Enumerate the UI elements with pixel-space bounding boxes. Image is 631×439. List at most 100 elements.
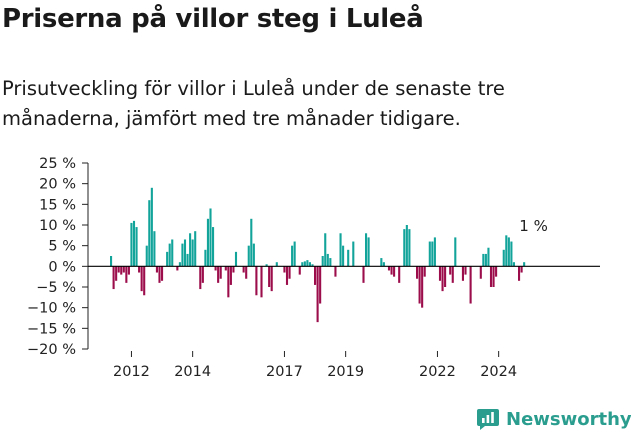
bar — [186, 253, 189, 267]
bar — [199, 266, 202, 290]
bar — [492, 266, 495, 287]
bar — [469, 266, 472, 304]
bar — [303, 261, 306, 267]
x-tick-label: 2017 — [266, 364, 303, 380]
bar — [347, 249, 350, 267]
bar — [365, 233, 368, 267]
bar — [314, 266, 317, 285]
brand-name: Newsworthy — [506, 408, 631, 430]
bar — [326, 253, 329, 267]
bar — [390, 266, 393, 275]
bar — [408, 229, 411, 267]
bar — [329, 258, 332, 267]
bar — [217, 266, 220, 283]
bar — [510, 241, 513, 267]
bar — [319, 266, 322, 304]
bar — [293, 241, 296, 267]
bar — [405, 225, 408, 267]
bar — [416, 266, 419, 279]
x-tick-label: 2024 — [480, 364, 517, 380]
chart-title: Priserna på villor steg i Luleå — [2, 4, 424, 34]
bar — [382, 262, 385, 267]
bar — [153, 231, 156, 267]
bar — [285, 266, 289, 285]
bar — [324, 233, 327, 267]
bar — [428, 241, 431, 267]
bar — [311, 264, 314, 267]
bar — [194, 231, 197, 267]
bar — [451, 266, 454, 283]
bar — [387, 266, 391, 271]
x-tick-label: 2012 — [113, 364, 150, 380]
bar — [495, 266, 498, 277]
bars — [110, 187, 526, 323]
bar — [161, 266, 164, 281]
bar — [393, 266, 396, 277]
bar — [454, 237, 457, 267]
bar — [155, 266, 158, 273]
bar — [316, 266, 319, 323]
bar — [461, 266, 464, 281]
bar — [507, 237, 510, 267]
bar — [449, 266, 452, 275]
y-tick-label: 5 % — [48, 239, 76, 255]
y-tick-label: −10 % — [27, 301, 76, 317]
latest-value-annotation: 1 % — [519, 217, 548, 235]
bar — [334, 266, 337, 277]
bar — [505, 235, 508, 267]
y-tick-label: −20 % — [27, 342, 76, 358]
bar — [265, 264, 268, 267]
bar — [367, 237, 370, 267]
bar — [339, 233, 342, 267]
bar — [502, 249, 505, 267]
x-axis: 2012 2014 2017 2019 2022 2024 — [113, 351, 517, 380]
bar — [214, 266, 217, 271]
bar — [212, 227, 215, 267]
bar — [479, 266, 482, 279]
bar — [523, 262, 526, 267]
bar — [189, 233, 192, 267]
bar — [227, 266, 230, 298]
bar — [158, 266, 161, 283]
bar — [115, 266, 118, 281]
bar — [166, 251, 169, 267]
bar — [288, 266, 291, 279]
bar — [270, 266, 273, 292]
bar — [421, 266, 424, 308]
y-tick-label: 10 % — [39, 218, 76, 234]
bar — [168, 243, 171, 267]
bar — [482, 253, 485, 267]
bar — [431, 241, 434, 267]
brand-logo: Newsworthy — [476, 407, 631, 431]
bar — [306, 260, 309, 267]
bar — [209, 208, 212, 267]
y-tick-label: 0 % — [48, 259, 76, 275]
bar — [438, 266, 442, 281]
bar — [191, 239, 194, 267]
bar — [418, 266, 421, 304]
bar — [484, 253, 487, 267]
x-tick-label: 2014 — [174, 364, 211, 380]
bar — [201, 266, 204, 283]
bar — [518, 266, 521, 281]
bar — [171, 239, 174, 267]
bar — [110, 256, 113, 267]
bar — [120, 266, 123, 275]
bar — [403, 229, 406, 267]
bar — [489, 266, 493, 287]
bar — [122, 266, 125, 273]
bar — [132, 220, 136, 267]
bar — [145, 245, 148, 267]
bar — [219, 266, 222, 279]
bar — [224, 266, 227, 271]
bar — [398, 266, 401, 283]
bar — [520, 266, 523, 273]
bar — [352, 241, 355, 267]
bar — [204, 249, 207, 267]
y-axis: 25 % 20 % 15 % 10 % 5 % 0 % −5 % −10 % −15 % −20 … — [27, 156, 89, 358]
bar — [433, 237, 436, 267]
bar — [117, 266, 120, 273]
bar — [260, 266, 263, 298]
y-tick-label: 15 % — [39, 197, 76, 213]
bar — [283, 266, 286, 273]
